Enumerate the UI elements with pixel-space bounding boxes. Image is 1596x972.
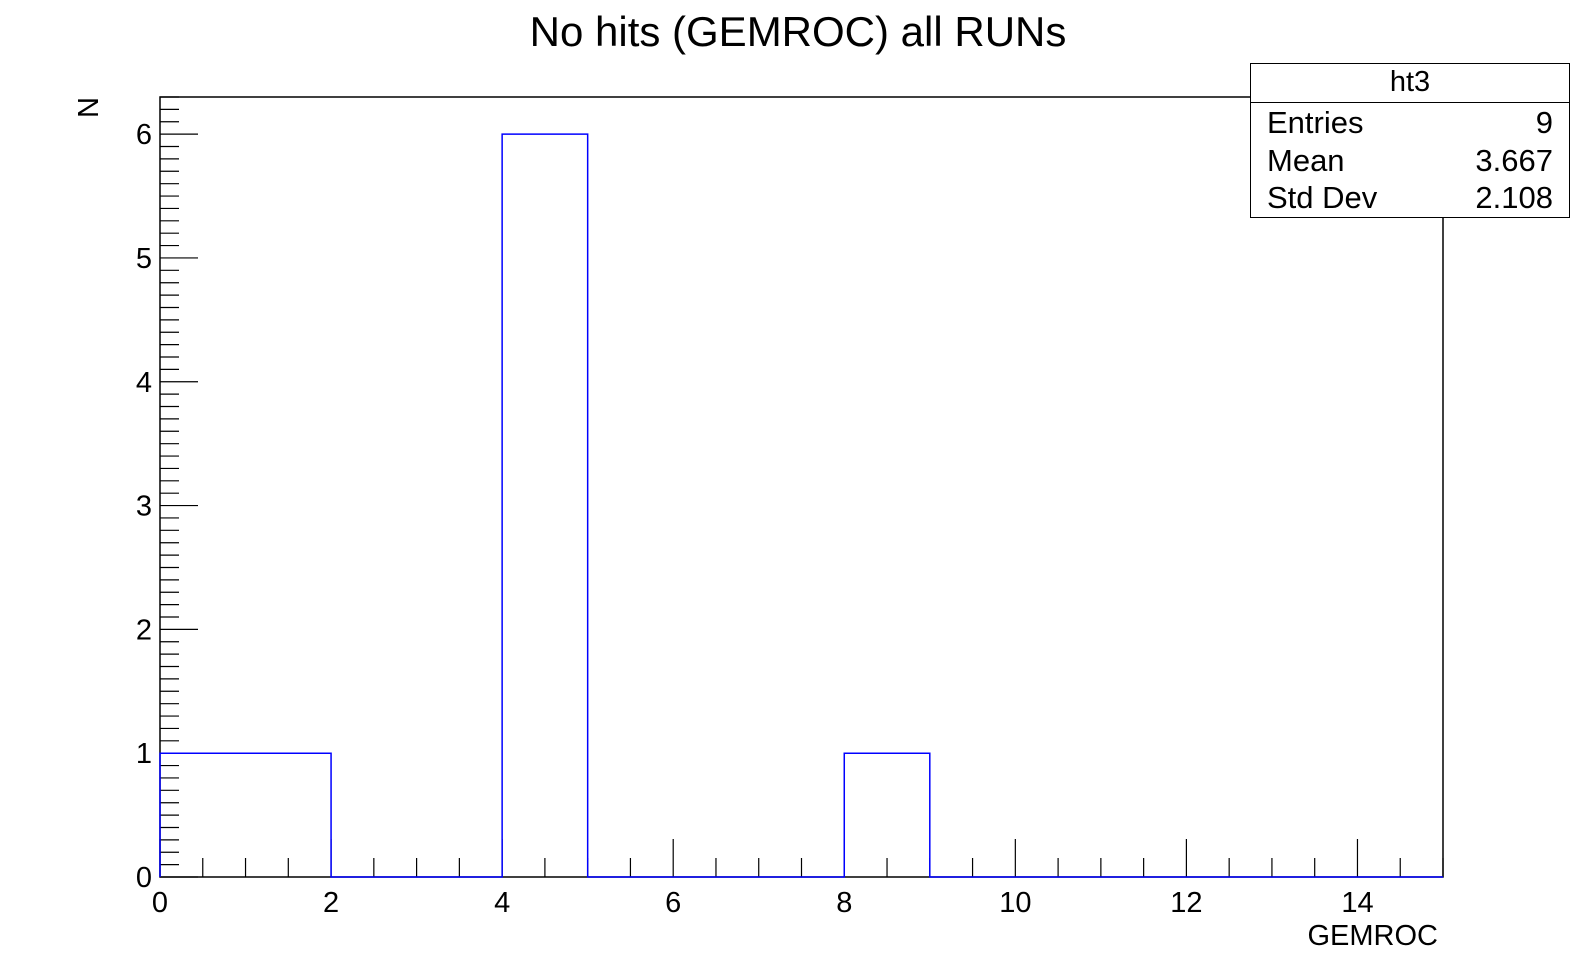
stats-row-std-dev: Std Dev 2.108 (1267, 179, 1553, 217)
stats-label: Std Dev (1267, 180, 1378, 215)
y-tick-label: 1 (136, 738, 152, 770)
x-tick-label: 10 (999, 887, 1031, 919)
x-axis-label: GEMROC (1308, 920, 1439, 952)
stats-label: Mean (1267, 143, 1345, 178)
x-tick-label: 8 (836, 887, 852, 919)
y-axis-label: N (73, 97, 105, 118)
x-tick-label: 4 (494, 887, 510, 919)
stats-title: ht3 (1389, 66, 1431, 98)
stats-value: 3.667 (1475, 143, 1553, 178)
histogram-bins (159, 133, 1443, 878)
x-tick-label: 14 (1341, 887, 1373, 919)
y-tick-label: 0 (136, 862, 152, 894)
histogram-bin (502, 134, 588, 877)
stats-row-entries: Entries 9 (1267, 104, 1553, 142)
y-tick-label: 5 (136, 243, 152, 275)
x-tick-label: 6 (665, 887, 681, 919)
stats-row-mean: Mean 3.667 (1267, 142, 1553, 180)
x-tick-label: 12 (1170, 887, 1202, 919)
y-tick-label: 4 (136, 367, 152, 399)
chart-title: No hits (GEMROC) all RUNs (530, 8, 1067, 55)
stats-box: ht3 Entries 9 Mean 3.667 Std Dev 2.108 (1250, 63, 1570, 218)
histogram-outline (159, 133, 1443, 878)
y-tick-label: 2 (136, 614, 152, 646)
y-tick-label: 6 (136, 119, 152, 151)
stats-value: 9 (1535, 105, 1553, 140)
x-axis-ticks: 0 2 4 6 8 10 12 14 (152, 839, 1444, 919)
y-axis-ticks: 0 1 2 3 4 5 6 (136, 96, 198, 894)
x-tick-label: 0 (152, 887, 168, 919)
y-tick-label: 3 (136, 491, 152, 523)
x-tick-label: 2 (323, 887, 339, 919)
stats-label: Entries (1267, 105, 1364, 140)
stats-divider (1251, 102, 1569, 103)
stats-value: 2.108 (1475, 180, 1553, 215)
